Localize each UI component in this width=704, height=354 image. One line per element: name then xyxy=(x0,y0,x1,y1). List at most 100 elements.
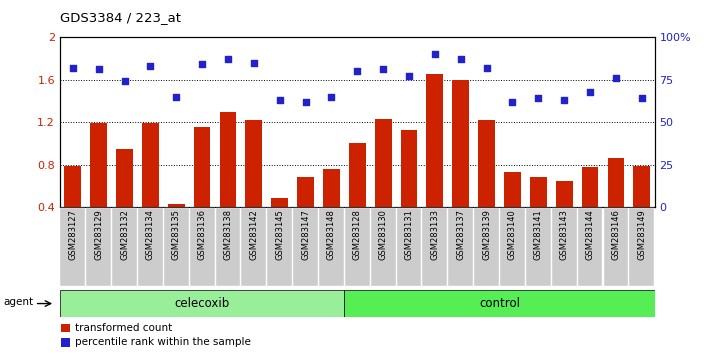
Text: GSM283147: GSM283147 xyxy=(301,210,310,260)
FancyBboxPatch shape xyxy=(164,208,189,286)
Text: GSM283139: GSM283139 xyxy=(482,210,491,260)
Text: GSM283131: GSM283131 xyxy=(405,210,413,260)
Point xyxy=(222,56,234,62)
Bar xyxy=(349,143,365,207)
Text: GSM283146: GSM283146 xyxy=(611,210,620,260)
Text: GSM283135: GSM283135 xyxy=(172,210,181,260)
FancyBboxPatch shape xyxy=(268,208,292,286)
Text: GSM283138: GSM283138 xyxy=(223,210,232,261)
Bar xyxy=(61,324,70,332)
Point xyxy=(67,65,78,70)
FancyBboxPatch shape xyxy=(138,208,163,286)
Bar xyxy=(427,74,444,207)
Text: GSM283142: GSM283142 xyxy=(249,210,258,260)
FancyBboxPatch shape xyxy=(60,290,344,317)
Bar xyxy=(504,172,521,207)
Text: GSM283133: GSM283133 xyxy=(430,210,439,261)
Text: GSM283129: GSM283129 xyxy=(94,210,103,260)
Point xyxy=(403,73,415,79)
FancyBboxPatch shape xyxy=(474,208,499,286)
Text: GSM283137: GSM283137 xyxy=(456,210,465,261)
Bar xyxy=(297,177,314,207)
FancyBboxPatch shape xyxy=(552,208,577,286)
Text: transformed count: transformed count xyxy=(75,323,172,333)
Text: GSM283127: GSM283127 xyxy=(68,210,77,260)
Point xyxy=(429,51,441,57)
FancyBboxPatch shape xyxy=(319,208,344,286)
Bar xyxy=(194,127,210,207)
FancyBboxPatch shape xyxy=(371,208,396,286)
FancyBboxPatch shape xyxy=(86,208,111,286)
Text: GSM283132: GSM283132 xyxy=(120,210,129,260)
Text: GSM283128: GSM283128 xyxy=(353,210,362,260)
Text: GSM283140: GSM283140 xyxy=(508,210,517,260)
FancyBboxPatch shape xyxy=(422,208,447,286)
Text: GSM283141: GSM283141 xyxy=(534,210,543,260)
FancyBboxPatch shape xyxy=(61,208,85,286)
FancyBboxPatch shape xyxy=(112,208,137,286)
Bar xyxy=(530,177,547,207)
Point xyxy=(610,75,622,81)
FancyBboxPatch shape xyxy=(189,208,215,286)
Bar xyxy=(323,169,340,207)
Text: GSM283145: GSM283145 xyxy=(275,210,284,260)
FancyBboxPatch shape xyxy=(578,208,603,286)
Bar xyxy=(220,112,237,207)
FancyBboxPatch shape xyxy=(603,208,629,286)
Point xyxy=(326,94,337,99)
Point xyxy=(196,62,208,67)
Bar xyxy=(90,123,107,207)
FancyBboxPatch shape xyxy=(629,208,654,286)
Point xyxy=(351,68,363,74)
FancyBboxPatch shape xyxy=(241,208,266,286)
Point xyxy=(533,96,544,101)
FancyBboxPatch shape xyxy=(526,208,551,286)
Bar xyxy=(271,198,288,207)
Bar xyxy=(634,166,650,207)
Point xyxy=(170,94,182,99)
FancyBboxPatch shape xyxy=(448,208,473,286)
Bar xyxy=(478,120,495,207)
Text: agent: agent xyxy=(3,297,33,307)
Bar xyxy=(168,204,184,207)
Text: control: control xyxy=(479,297,520,310)
Point xyxy=(636,96,648,101)
FancyBboxPatch shape xyxy=(396,208,422,286)
Bar xyxy=(453,80,469,207)
Text: GSM283136: GSM283136 xyxy=(198,210,206,261)
Point xyxy=(377,67,389,72)
Text: GSM283148: GSM283148 xyxy=(327,210,336,260)
Point xyxy=(145,63,156,69)
Point xyxy=(481,65,492,70)
Bar xyxy=(61,338,70,347)
Point xyxy=(455,56,466,62)
Text: GSM283149: GSM283149 xyxy=(637,210,646,260)
Bar xyxy=(582,167,598,207)
Text: GSM283144: GSM283144 xyxy=(586,210,595,260)
Point xyxy=(558,97,570,103)
Bar xyxy=(116,149,133,207)
Bar xyxy=(64,166,81,207)
Point xyxy=(119,79,130,84)
Bar xyxy=(142,123,159,207)
Bar xyxy=(401,130,417,207)
Point xyxy=(249,60,260,65)
Text: GSM283143: GSM283143 xyxy=(560,210,569,260)
FancyBboxPatch shape xyxy=(345,208,370,286)
FancyBboxPatch shape xyxy=(215,208,240,286)
Bar xyxy=(608,158,624,207)
FancyBboxPatch shape xyxy=(344,290,655,317)
Bar xyxy=(375,119,391,207)
Text: GSM283134: GSM283134 xyxy=(146,210,155,260)
Point xyxy=(300,99,311,104)
FancyBboxPatch shape xyxy=(500,208,525,286)
Text: celecoxib: celecoxib xyxy=(175,297,230,310)
Point xyxy=(584,89,596,95)
Bar xyxy=(555,181,572,207)
Text: percentile rank within the sample: percentile rank within the sample xyxy=(75,337,251,348)
Bar xyxy=(246,120,262,207)
Text: GSM283130: GSM283130 xyxy=(379,210,388,260)
Point xyxy=(274,97,285,103)
FancyBboxPatch shape xyxy=(293,208,318,286)
Point xyxy=(507,99,518,104)
